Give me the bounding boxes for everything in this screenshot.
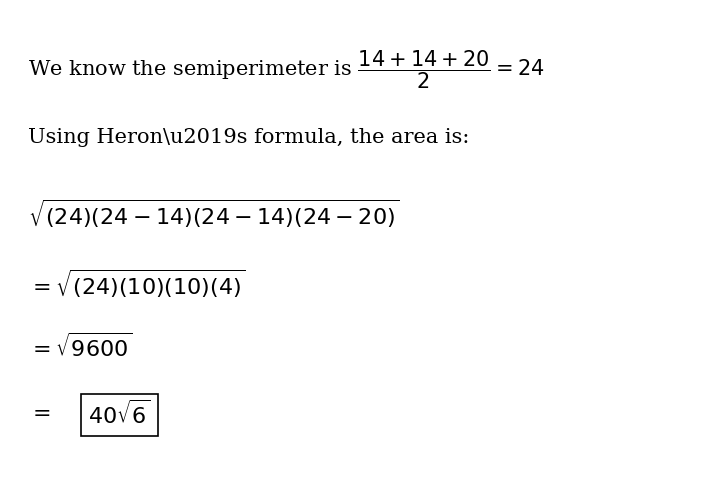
Text: $= $: $= $ [28,401,50,423]
Text: $\sqrt{(24)(24-14)(24-14)(24-20)}$: $\sqrt{(24)(24-14)(24-14)(24-20)}$ [28,198,400,230]
Text: $= \sqrt{(24)(10)(10)(4)}$: $= \sqrt{(24)(10)(10)(4)}$ [28,268,246,300]
Text: $40\sqrt{6}$: $40\sqrt{6}$ [88,401,151,429]
Text: $= \sqrt{9600}$: $= \sqrt{9600}$ [28,333,132,361]
Text: We know the semiperimeter is $\dfrac{14 + 14 + 20}{2} = 24$: We know the semiperimeter is $\dfrac{14 … [28,49,544,91]
Text: Using Heron\u2019s formula, the area is:: Using Heron\u2019s formula, the area is: [28,128,469,147]
